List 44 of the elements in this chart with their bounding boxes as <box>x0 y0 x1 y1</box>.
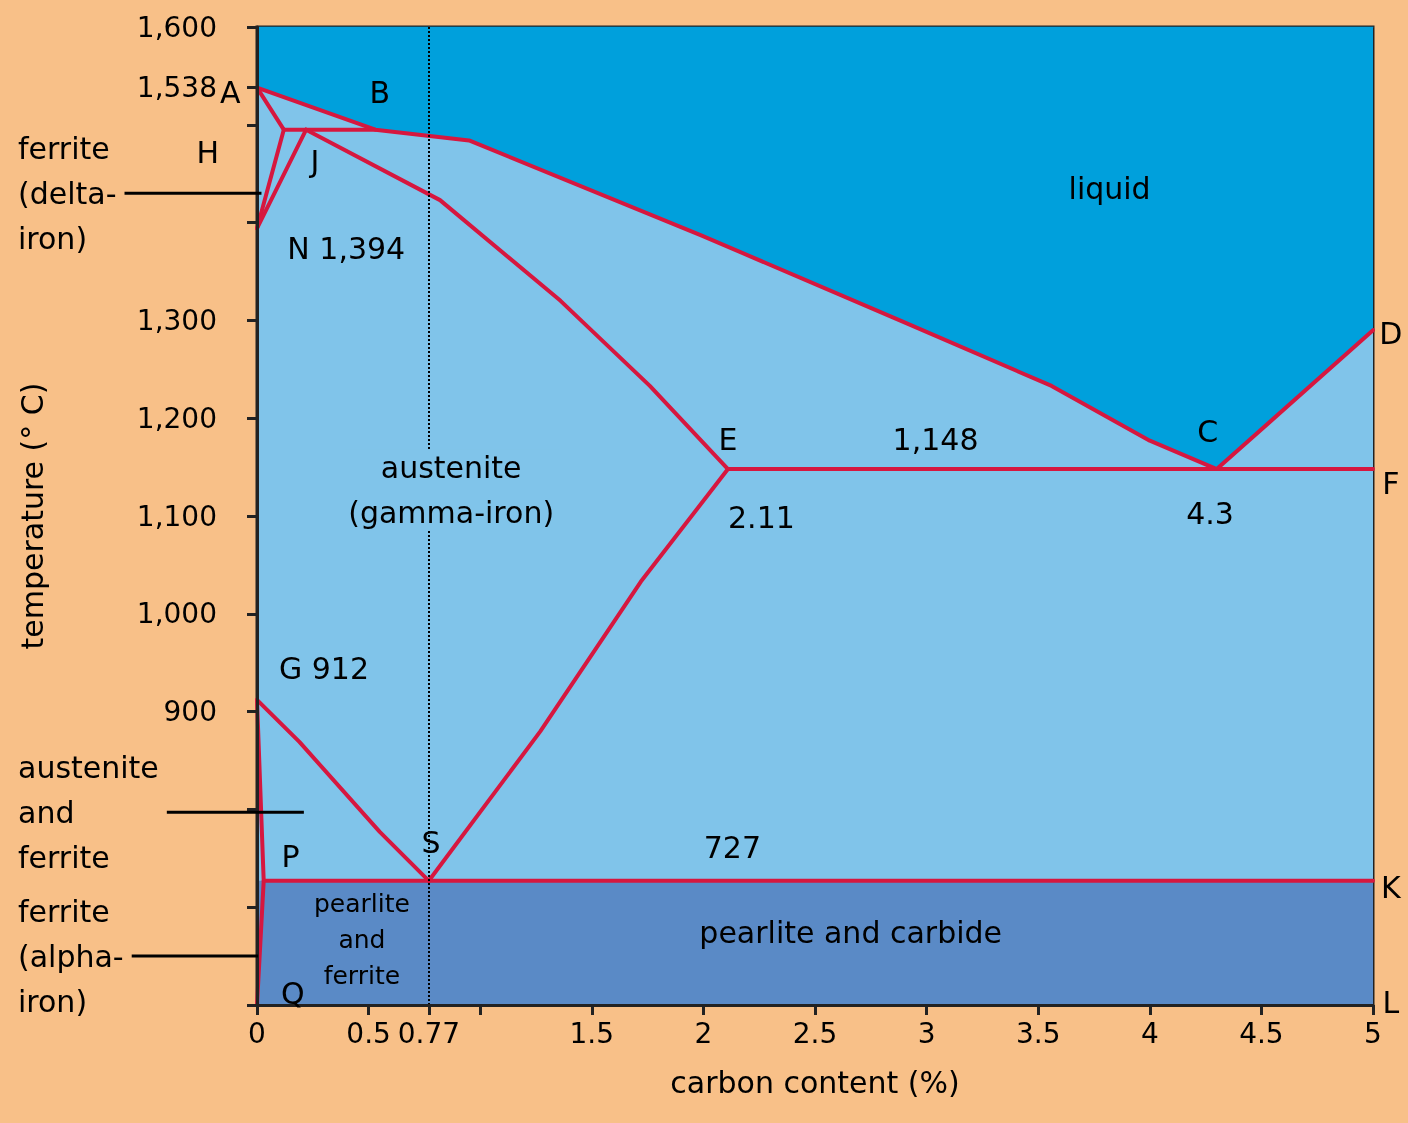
text: H <box>196 134 220 170</box>
annotation: 2.11 <box>728 500 795 536</box>
x-tick-label: 0.5 <box>346 1016 391 1050</box>
text: L <box>1382 984 1400 1020</box>
y-tick-label: 900 <box>163 695 217 729</box>
annotation: 1,148 <box>892 422 979 458</box>
x-tick-label: 5 <box>1364 1016 1382 1050</box>
annotation: pearlite and carbide <box>699 915 1003 951</box>
y-tick-label: 1,000 <box>136 597 217 631</box>
annotation: ferrite (alpha- iron) <box>18 893 124 1019</box>
x-tick-label: 3 <box>917 1016 936 1050</box>
annotation: pearlite and ferrite <box>313 888 410 990</box>
x-tick-label: 0.77 <box>397 1016 461 1050</box>
annotation: N 1,394 <box>287 230 406 266</box>
annotation: 727 <box>703 830 762 866</box>
annotation: E <box>718 422 738 458</box>
y-tick-label: 1,300 <box>136 303 217 337</box>
y-tick-label: 1,538 <box>136 71 217 105</box>
x-tick-label: 0 <box>248 1016 266 1050</box>
x-tick-label: 1.5 <box>569 1016 615 1050</box>
x-tick-label: 2.5 <box>792 1016 838 1050</box>
text: K <box>1381 870 1403 906</box>
x-tick-label: 4.5 <box>1239 1016 1284 1050</box>
annotation: G 912 <box>278 651 369 687</box>
annotation: ferrite (delta- iron) <box>18 130 117 256</box>
annotation: C <box>1197 414 1219 450</box>
annotation: 4.3 <box>1186 495 1234 531</box>
x-tick-label: 3.5 <box>1015 1016 1061 1050</box>
y-tick-label: 1,600 <box>136 10 217 44</box>
annotation: austenite (gamma-iron) <box>348 449 555 530</box>
annotation: Q <box>280 975 305 1011</box>
annotation: P <box>281 838 300 874</box>
y-tick-label: 1,100 <box>136 499 217 533</box>
x-axis-title: carbon content (%) <box>670 1064 960 1100</box>
x-tick-label: 2 <box>694 1016 713 1050</box>
x-tick-label: 4 <box>1140 1016 1159 1050</box>
text: F <box>1382 466 1400 502</box>
annotation: B <box>369 75 391 111</box>
annotation: liquid <box>1068 170 1151 206</box>
y-axis-title: temperature (° C) <box>14 382 50 650</box>
text: A <box>219 75 241 111</box>
text: D <box>1379 315 1403 351</box>
y-tick-label: 1,200 <box>136 401 217 435</box>
annotation: J <box>308 144 320 180</box>
